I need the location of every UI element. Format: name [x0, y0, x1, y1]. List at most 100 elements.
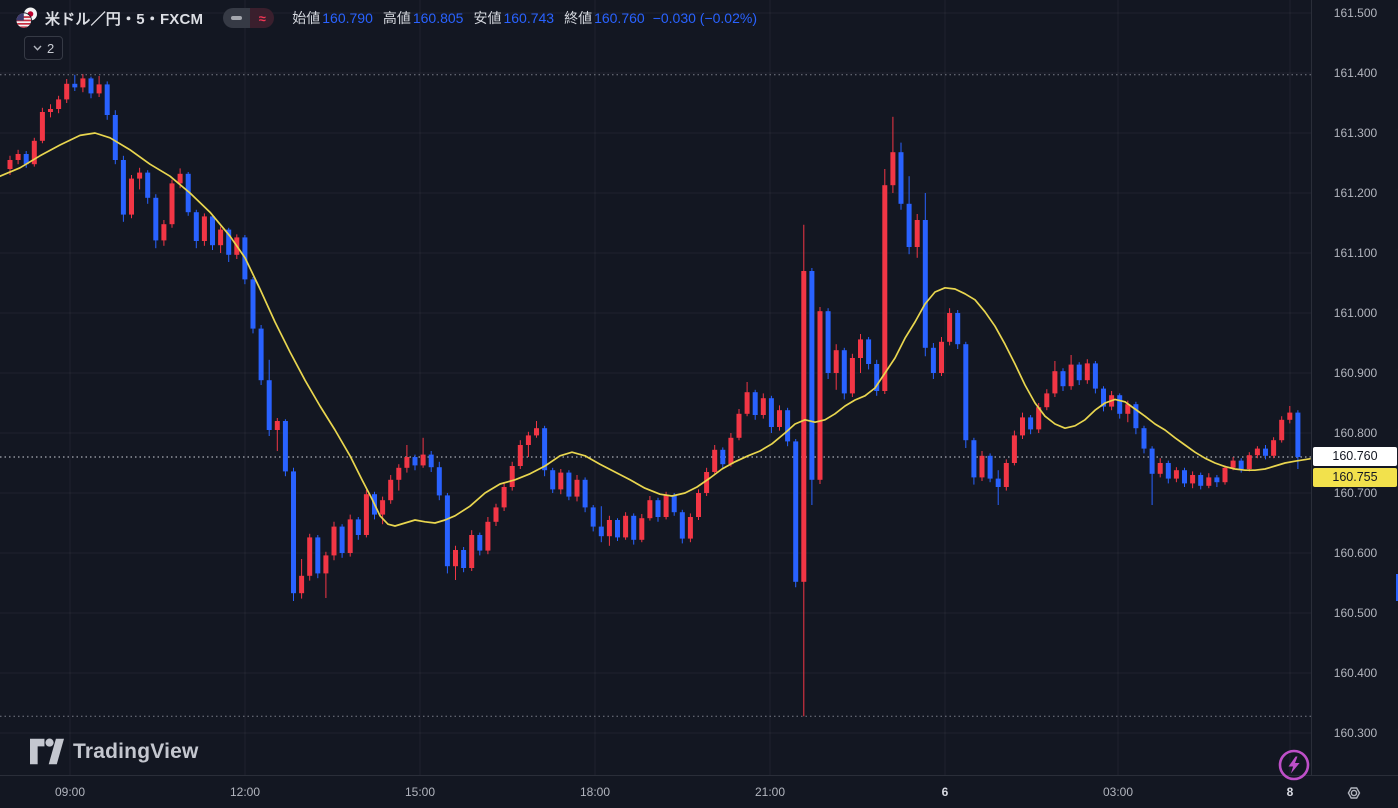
candle-body	[250, 279, 256, 329]
candle-body	[947, 313, 953, 342]
tradingview-logo[interactable]: TradingView	[30, 738, 199, 765]
candle-body	[1157, 463, 1163, 474]
candle-body	[1076, 364, 1082, 381]
candle-body	[598, 526, 604, 537]
candle-body	[388, 479, 394, 501]
candle-body	[647, 500, 653, 519]
candle-body	[833, 350, 839, 373]
candle-body	[930, 347, 936, 373]
candle-body	[971, 440, 977, 478]
price-tick-label: 161.300	[1333, 126, 1378, 140]
candle-body	[420, 454, 426, 466]
indicators-collapse-button[interactable]: 2	[24, 36, 64, 60]
symbol-title[interactable]: 米ドル／円・5・FXCM	[45, 10, 204, 28]
candle-body	[809, 271, 815, 480]
candle-body	[1092, 363, 1098, 389]
candle-body	[226, 229, 232, 255]
candle-body	[428, 454, 434, 468]
candle-body	[793, 441, 799, 582]
candle-body	[396, 467, 402, 480]
candle-body	[679, 512, 685, 539]
candle-body	[15, 154, 21, 160]
candle-body	[963, 344, 969, 441]
price-tick-label: 161.500	[1333, 6, 1378, 20]
candle-body	[307, 537, 313, 576]
candle-body	[201, 216, 207, 241]
time-tick-label: 8	[1286, 785, 1294, 799]
symbol-header: 米ドル／円・5・FXCM ≈ 始値 160.790 高値 160.805 安値 …	[15, 7, 757, 29]
ma-line	[0, 132, 1311, 527]
candle-body	[671, 495, 677, 513]
candle-body	[1295, 412, 1301, 457]
candle-body	[444, 495, 450, 567]
candle-body	[712, 449, 718, 472]
candle-body	[566, 472, 572, 497]
time-axis[interactable]: 09:00 12:00 15:00 18:00 21:00 6 03:00 8	[0, 775, 1398, 808]
dash-segment[interactable]	[223, 8, 251, 28]
ma-value-label: 160.755	[1313, 468, 1397, 487]
candle-body	[760, 398, 766, 415]
chart-style-toggle[interactable]: ≈	[223, 8, 275, 28]
candle-body	[1101, 388, 1106, 407]
candle-body	[1149, 448, 1155, 474]
candle-body	[720, 449, 726, 465]
candle-body	[404, 457, 410, 468]
candle-body	[687, 517, 693, 539]
wave-segment[interactable]: ≈	[250, 8, 275, 28]
last-price-label: 160.760	[1313, 447, 1397, 466]
candle-body	[898, 152, 904, 204]
candle-body	[39, 112, 45, 141]
candle-body	[1060, 371, 1066, 387]
candle-body	[120, 160, 126, 215]
candle-body	[48, 109, 53, 112]
candle-body	[1011, 435, 1017, 463]
candle-body	[639, 518, 645, 540]
candle-body	[1263, 448, 1268, 456]
candle-body	[1214, 477, 1220, 483]
low-value: 160.743	[503, 10, 555, 26]
high-value: 160.805	[412, 10, 464, 26]
candle-body	[177, 173, 183, 184]
chart-pane[interactable]	[0, 0, 1311, 775]
candle-body	[461, 550, 467, 568]
candle-body	[1198, 475, 1204, 486]
candle-body	[623, 515, 629, 538]
candle-body	[266, 380, 272, 430]
close-label: 終値	[564, 10, 593, 26]
candle-body	[315, 537, 321, 574]
candle-body	[696, 493, 701, 517]
candle-body	[752, 392, 758, 415]
candle-body	[477, 535, 483, 551]
candle-body	[777, 410, 782, 427]
candle-body	[363, 494, 369, 535]
candle-body	[218, 229, 224, 246]
candle-body	[355, 519, 361, 535]
candle-body	[1020, 417, 1025, 436]
candle-body	[339, 526, 345, 553]
price-axis[interactable]: 161.500 161.400 161.300 161.200 161.100 161.0…	[1311, 0, 1398, 775]
candle-body	[1287, 412, 1293, 420]
candle-body	[96, 84, 102, 94]
candle-body	[704, 472, 710, 493]
candle-body	[615, 520, 620, 538]
candle-body	[453, 550, 458, 567]
candle-body	[7, 160, 13, 169]
axis-settings-gear-icon[interactable]	[1343, 783, 1365, 803]
boost-lightning-icon[interactable]	[1277, 748, 1311, 782]
price-tick-label: 160.300	[1333, 726, 1378, 740]
close-value: 160.760	[594, 10, 645, 26]
time-tick-label: 21:00	[754, 785, 786, 799]
candle-body	[1068, 364, 1074, 387]
candle-body	[1052, 371, 1058, 394]
candlestick-chart[interactable]	[0, 0, 1311, 775]
candle-body	[80, 78, 86, 88]
candle-body	[1279, 419, 1285, 441]
candle-body	[1246, 455, 1252, 469]
candle-body	[331, 526, 337, 556]
candle-body	[663, 495, 669, 517]
candle-body	[768, 398, 774, 427]
candle-body	[1230, 460, 1236, 468]
scrollbar-fragment[interactable]	[1396, 574, 1398, 601]
candle-body	[1003, 463, 1009, 487]
